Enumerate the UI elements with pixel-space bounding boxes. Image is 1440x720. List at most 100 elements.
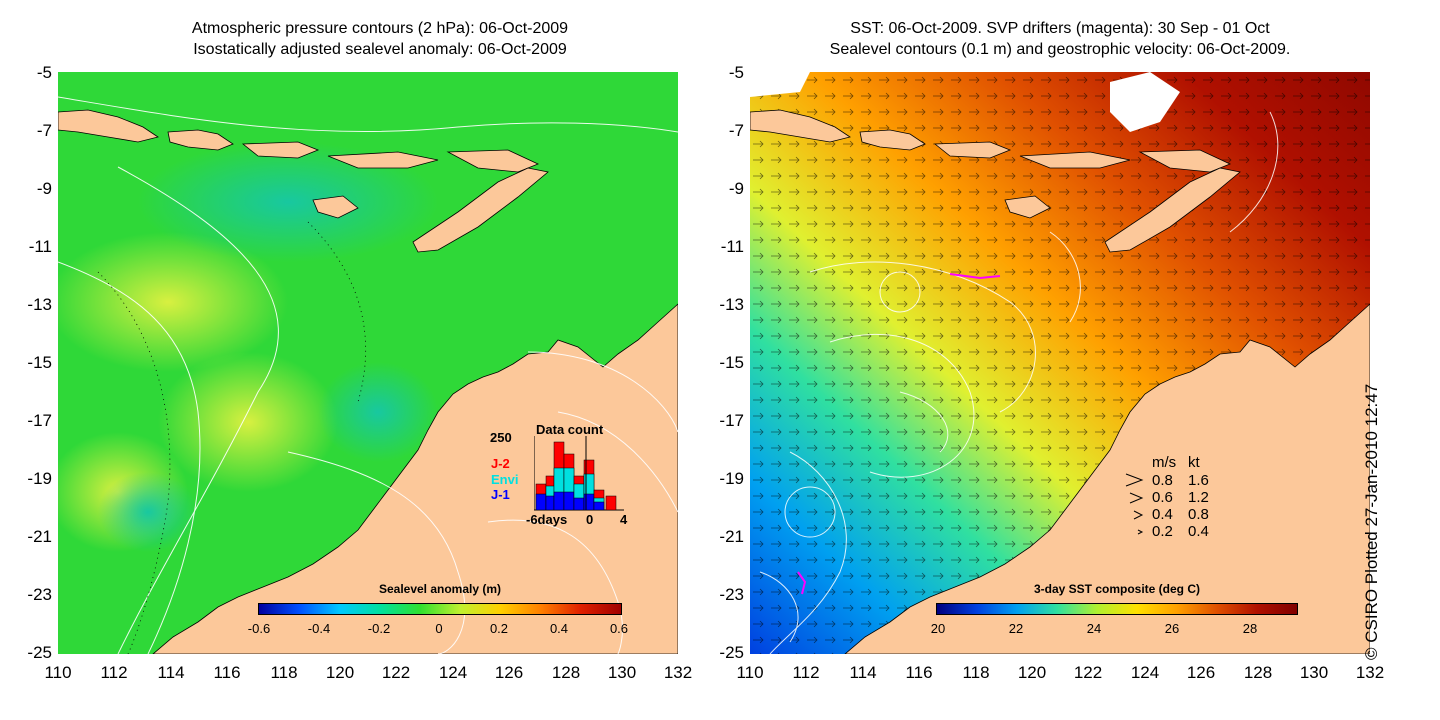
x-tick-label: 126	[1186, 663, 1216, 682]
y-tick-label: -17	[719, 411, 744, 430]
data-count-x-label-zero: 0	[586, 512, 594, 527]
velocity-legend-ms: 0.8	[1152, 472, 1173, 489]
credit-text: © CSIRO Plotted 27-Jan-2010 12:47	[1362, 383, 1381, 660]
data-count-x-label-start: -6days	[526, 512, 568, 527]
sumba-island	[1004, 195, 1051, 219]
sealevel-anomaly-map	[58, 72, 678, 654]
velocity-legend-kt: 1.6	[1188, 472, 1209, 489]
y-tick-label: -13	[719, 295, 744, 314]
x-tick-label: 128	[1243, 663, 1273, 682]
x-tick-label: 114	[157, 663, 185, 682]
java-island	[750, 109, 851, 143]
y-tick-label: -15	[719, 353, 744, 372]
y-tick-label: -5	[728, 63, 744, 82]
australia-landmass	[844, 303, 1370, 654]
drifter-track	[949, 273, 1001, 280]
x-tick-label: 122	[1073, 663, 1103, 682]
x-tick-label: 110	[44, 663, 72, 682]
y-tick-label: -23	[719, 585, 744, 604]
y-tick-label: -13	[27, 295, 52, 314]
data-count-max: 250	[490, 430, 512, 445]
colorbar-label: 22	[1008, 621, 1024, 636]
y-tick-label: -23	[27, 585, 52, 604]
velocity-legend-header-kt: kt	[1188, 454, 1200, 471]
y-tick-label: -11	[720, 237, 744, 256]
y-tick-label: -21	[719, 527, 744, 546]
x-tick-label: 132	[1355, 663, 1385, 682]
colorbar-label: 28	[1242, 621, 1258, 636]
colorbar-label: -0.2	[367, 621, 391, 636]
y-tick-label: -7	[36, 121, 52, 140]
x-tick-label: 114	[849, 663, 877, 682]
x-tick-label: 118	[962, 663, 990, 682]
drifter-track	[797, 571, 807, 595]
y-tick-label: -7	[728, 121, 744, 140]
right-colorbar-title: 3-day SST composite (deg C)	[1033, 582, 1201, 596]
velocity-legend-ms: 0.4	[1152, 506, 1173, 523]
x-tick-label: 132	[663, 663, 693, 682]
y-tick-label: -11	[28, 237, 52, 256]
colorbar-label: 0.2	[489, 621, 509, 636]
australia-landmass	[152, 303, 678, 654]
x-tick-label: 120	[1017, 663, 1047, 682]
x-tick-label: 112	[792, 663, 820, 682]
x-tick-label: 120	[325, 663, 355, 682]
series-label-j1: J-1	[491, 487, 510, 502]
x-tick-label: 128	[551, 663, 581, 682]
right-title-line2: Sealevel contours (0.1 m) and geostrophi…	[829, 41, 1291, 58]
colorbar-label: -0.6	[247, 621, 271, 636]
colorbar-label: 20	[930, 621, 946, 636]
colorbar-label: 0.4	[549, 621, 569, 636]
y-tick-label: -25	[27, 643, 52, 662]
x-tick-label: 118	[270, 663, 298, 682]
y-tick-label: -9	[728, 179, 744, 198]
data-count-histogram	[534, 436, 624, 511]
velocity-legend-ms: 0.6	[1152, 489, 1173, 506]
velocity-legend-kt: 1.2	[1188, 489, 1209, 506]
sst-map	[750, 72, 1370, 654]
colorbar-label: 26	[1164, 621, 1180, 636]
x-tick-label: 116	[213, 663, 241, 682]
sumbawa-island	[933, 141, 1012, 159]
y-tick-label: -15	[27, 353, 52, 372]
bali-lombok-islands	[167, 129, 234, 151]
left-colorbar-title: Sealevel anomaly (m)	[378, 582, 502, 596]
y-tick-label: -19	[719, 469, 744, 488]
x-tick-label: 122	[381, 663, 411, 682]
sumbawa-island	[241, 141, 320, 159]
colorbar-label: 24	[1086, 621, 1102, 636]
x-tick-label: 126	[494, 663, 524, 682]
series-label-j2: J-2	[491, 456, 510, 471]
y-tick-label: -5	[36, 63, 52, 82]
colorbar-label: 0	[435, 621, 443, 636]
bali-lombok-islands	[859, 129, 926, 151]
timor-island	[1104, 167, 1241, 253]
y-tick-label: -19	[27, 469, 52, 488]
velocity-legend-ms: 0.2	[1152, 523, 1173, 540]
colorbar-label: 0.6	[609, 621, 629, 636]
flores-island	[1019, 151, 1131, 169]
y-tick-label: -21	[27, 527, 52, 546]
y-tick-label: -9	[36, 179, 52, 198]
colorbar-label: -0.4	[307, 621, 331, 636]
data-count-x-label-end: 4	[620, 512, 628, 527]
x-tick-label: 130	[607, 663, 637, 682]
y-tick-label: -17	[27, 411, 52, 430]
x-tick-label: 124	[1130, 663, 1160, 682]
java-island	[58, 109, 159, 143]
left-title-line1: Atmospheric pressure contours (2 hPa): 0…	[191, 20, 569, 37]
flores-island	[327, 151, 439, 169]
x-tick-label: 116	[905, 663, 933, 682]
timor-island	[412, 167, 549, 253]
x-tick-label: 124	[438, 663, 468, 682]
series-label-envi: Envi	[491, 472, 519, 487]
velocity-legend-header-ms: m/s	[1152, 454, 1177, 471]
right-title-line1: SST: 06-Oct-2009. SVP drifters (magenta)…	[850, 20, 1270, 37]
velocity-arrow-glyphs	[1125, 473, 1144, 535]
right-colorbar	[936, 603, 1298, 615]
left-colorbar	[258, 603, 622, 615]
sumba-island	[312, 195, 359, 219]
left-title-line2: Isostatically adjusted sealevel anomaly:…	[193, 41, 567, 58]
velocity-legend-kt: 0.8	[1188, 506, 1209, 523]
x-tick-label: 112	[100, 663, 128, 682]
